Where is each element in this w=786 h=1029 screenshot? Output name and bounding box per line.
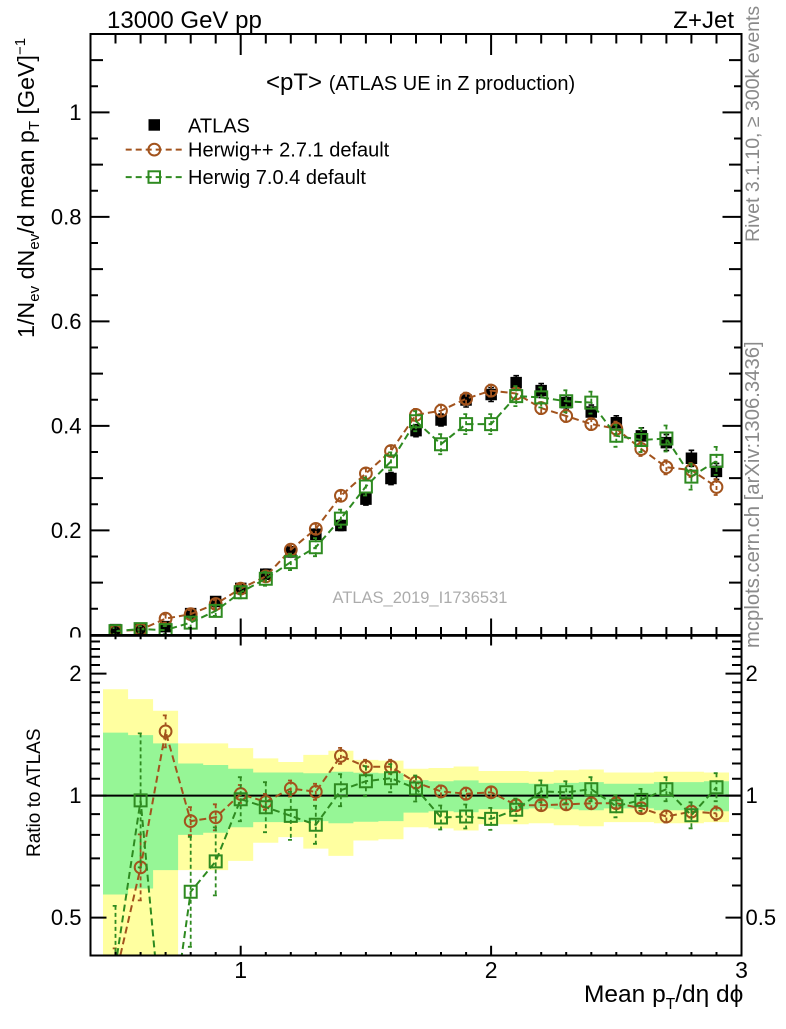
svg-text:Herwig++ 2.7.1 default: Herwig++ 2.7.1 default <box>188 140 390 162</box>
svg-text:1: 1 <box>746 783 758 808</box>
svg-text:0.6: 0.6 <box>51 309 82 334</box>
svg-text:0.8: 0.8 <box>51 204 82 229</box>
svg-text:13000 GeV pp: 13000 GeV pp <box>107 7 262 34</box>
svg-text:Ratio to ATLAS: Ratio to ATLAS <box>24 729 45 858</box>
svg-text:1: 1 <box>69 783 81 808</box>
svg-text:0: 0 <box>69 622 81 647</box>
svg-text:0.4: 0.4 <box>51 413 82 438</box>
svg-text:Rivet 3.1.10, ≥ 300k events: Rivet 3.1.10, ≥ 300k events <box>742 6 764 242</box>
svg-text:1: 1 <box>234 957 247 983</box>
svg-text:2: 2 <box>746 661 758 686</box>
svg-text:0.5: 0.5 <box>51 905 82 930</box>
svg-text:ATLAS: ATLAS <box>188 115 250 137</box>
svg-text:Mean pT/dη dϕ: Mean pT/dη dϕ <box>584 981 743 1013</box>
svg-text:2: 2 <box>485 957 498 983</box>
svg-text:mcplots.cern.ch [arXiv:1306.34: mcplots.cern.ch [arXiv:1306.3436] <box>742 341 764 648</box>
svg-text:ATLAS_2019_I1736531: ATLAS_2019_I1736531 <box>333 589 508 607</box>
svg-text:Herwig 7.0.4 default: Herwig 7.0.4 default <box>188 167 366 189</box>
svg-text:0.2: 0.2 <box>51 518 82 543</box>
svg-text:<pT> (ATLAS UE in Z production: <pT> (ATLAS UE in Z production) <box>266 69 575 96</box>
svg-text:Z+Jet: Z+Jet <box>673 7 734 34</box>
svg-text:2: 2 <box>69 661 81 686</box>
svg-text:3: 3 <box>735 957 748 983</box>
svg-text:1: 1 <box>69 100 81 125</box>
svg-text:0.5: 0.5 <box>746 905 777 930</box>
